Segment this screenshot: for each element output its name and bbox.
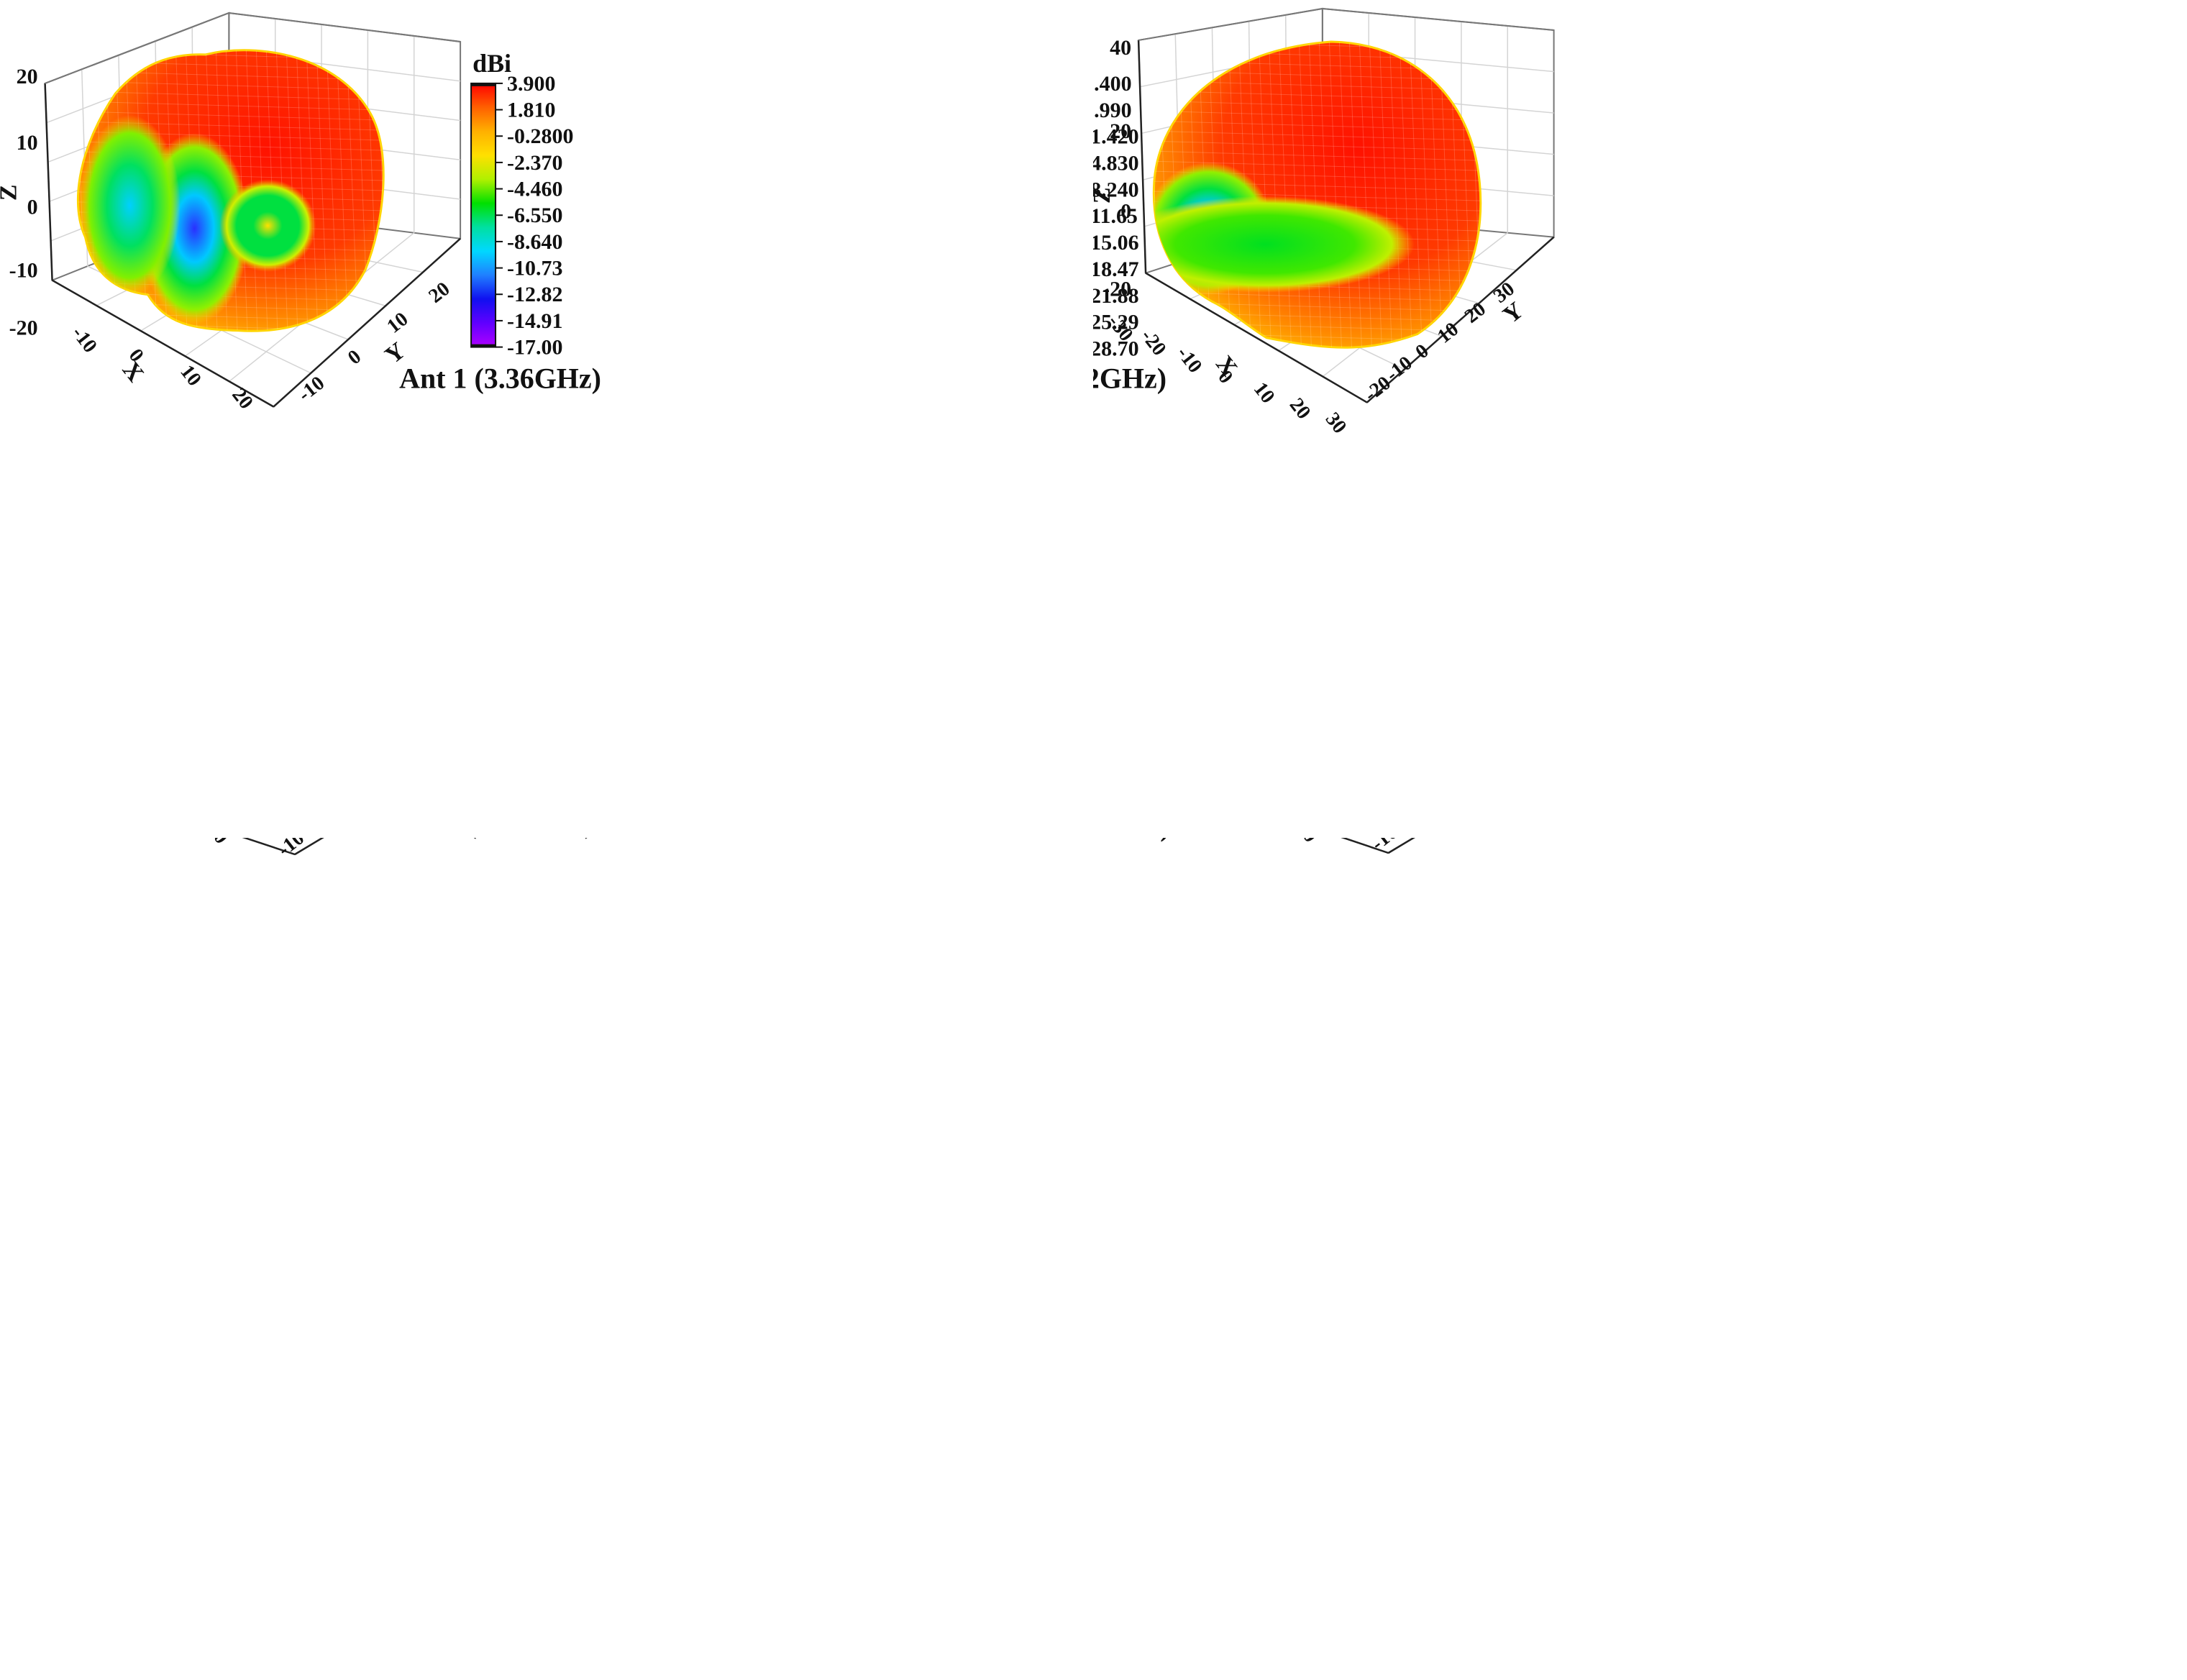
colorbar-level-label: -1.420 <box>1093 125 1139 149</box>
plot-svg-ant2-3p36: 20100-10Z-10010X-10010YdBi4.2002.6451.09… <box>0 462 594 861</box>
x-tick-label: -10 <box>1172 342 1206 377</box>
colorbar-level-label: -4.460 <box>507 178 562 201</box>
colorbar-level-label: -11.65 <box>1093 204 1138 228</box>
colorbar-level-label: -4.830 <box>1093 151 1139 175</box>
z-tick-label: 40 <box>1110 36 1131 60</box>
radiation-pattern <box>1152 40 1482 349</box>
x-tick-label: 30 <box>1321 408 1351 438</box>
colorbar-level-label: -14.91 <box>507 309 562 333</box>
colorbar-level-label: -6.550 <box>507 204 562 227</box>
colorbar-level-label: -0.2800 <box>507 124 573 148</box>
panel-caption: Ant 1 (3.62GHz) <box>1093 362 1166 395</box>
z-tick-label: -10 <box>9 259 38 283</box>
x-axis-label: X <box>1210 351 1243 381</box>
colorbar-level-label: -10.73 <box>507 257 562 280</box>
x-tick-label: 10 <box>1292 838 1322 846</box>
x-axis-line <box>1145 770 1389 854</box>
panel-ant1-3.62ghz: 40200-20Z-30-20-100102030X-20-100102030Y… <box>964 0 2187 838</box>
colorbar-level-label: -15.06 <box>1093 231 1139 255</box>
z-tick-label: 20 <box>1110 119 1131 143</box>
y-axis-line <box>1366 236 1555 403</box>
colorbar-level-label: 1.810 <box>507 99 555 122</box>
x-axis-line <box>51 772 296 856</box>
y-axis-line <box>273 237 461 408</box>
colorbar-level-label: -8.240 <box>1093 178 1139 201</box>
colorbar-level-label: 5.400 <box>1093 72 1132 96</box>
x-tick-label: -20 <box>1136 325 1170 360</box>
z-tick-label: -20 <box>9 316 38 340</box>
y-tick-label: 20 <box>424 278 454 308</box>
low-gain-region <box>1154 196 1415 293</box>
colorbar-level-label: -2.370 <box>507 151 562 175</box>
colorbar-level-label: -8.640 <box>507 230 562 254</box>
colorbar: dBi5.4001.990-1.420-4.830-8.240-11.65-15… <box>1046 49 1139 361</box>
z-axis-label: Z <box>1093 187 1115 204</box>
colorbar-level-label: -28.70 <box>1093 337 1139 361</box>
panel-ant2-3.36ghz: 20100-10Z-10010X-10010YdBi4.2002.6451.09… <box>0 462 1093 1676</box>
panel-ant2-3.62ghz: 20100-10Z-10010X-10010YdBi4.0502.3050.56… <box>968 460 2187 1676</box>
y-tick-label: 20 <box>1461 298 1490 328</box>
radiation-pattern <box>1166 502 1458 794</box>
y-tick-label: 10 <box>383 308 412 338</box>
low-gain-region <box>79 114 181 296</box>
x-tick-label: 20 <box>1285 394 1315 424</box>
colorbar-gradient <box>470 82 497 348</box>
plot-svg-ant1-3p62: 40200-20Z-30-20-100102030X-20-100102030Y… <box>964 7 1555 438</box>
colorbar-level-label: 3.900 <box>507 72 555 96</box>
x-tick-label: 20 <box>227 384 257 414</box>
colorbar-level-label: -12.82 <box>507 283 562 306</box>
colorbar-level-label: -17.00 <box>507 336 562 360</box>
z-tick-label: -20 <box>1102 278 1131 301</box>
z-tick-labels: 40 20 0 -20 <box>1102 36 1131 301</box>
y-axis-line <box>1387 752 1555 854</box>
low-gain-region <box>219 179 316 273</box>
x-axis-line <box>51 279 274 408</box>
colorbar-level-label: -18.47 <box>1093 257 1139 281</box>
y-tick-label: -10 <box>294 372 329 406</box>
panel-caption: Ant 1 (3.36GHz) <box>399 362 601 395</box>
z-tick-label: 0 <box>27 196 38 219</box>
x-tick-label: 10 <box>203 838 233 848</box>
z-axis-line <box>44 83 53 280</box>
colorbar-unit: dBi <box>472 49 511 78</box>
z-axis-line <box>1137 40 1147 273</box>
axis-box <box>1137 460 1555 854</box>
z-tick-label: 0 <box>1120 200 1131 224</box>
colorbar-level-label: -21.88 <box>1093 284 1139 308</box>
x-axis-label: X <box>117 357 150 387</box>
y-tick-label: 0 <box>344 345 365 369</box>
x-tick-label: 10 <box>1249 378 1279 408</box>
y-axis-line <box>294 754 461 856</box>
z-tick-label: 10 <box>17 131 38 155</box>
colorbar-level-label: 1.990 <box>1093 99 1132 122</box>
z-tick-label: 20 <box>17 65 38 88</box>
radiation-pattern <box>77 49 385 332</box>
x-axis-line <box>1145 272 1368 403</box>
x-tick-label: -10 <box>68 322 101 357</box>
panel-caption: Ant 2 (3.36GHz) <box>392 838 594 839</box>
plot-svg-ant1-3p36: 20100-10-20Z-1001020X-1001020YdBi3.9001.… <box>0 12 601 414</box>
panel-caption: Ant 2 (3.62GHz) <box>1093 838 1170 842</box>
floor-front-edges <box>51 754 461 856</box>
panel-ant1-3.36ghz: 20100-10-20Z-1001020X-1001020YdBi3.9001.… <box>0 0 1093 838</box>
z-axis-label: Z <box>0 184 22 201</box>
radiation-pattern <box>102 501 373 769</box>
plot-svg-ant2-3p62: 20100-10Z-10010X-10010YdBi4.0502.3050.56… <box>968 460 1555 855</box>
colorbar-level-label: -25.29 <box>1093 311 1139 334</box>
z-tick-labels: 20 10 0 -10 -20 <box>9 65 38 340</box>
